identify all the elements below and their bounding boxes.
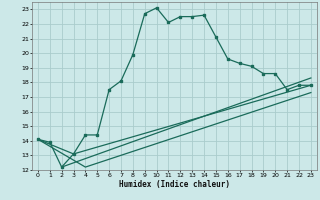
X-axis label: Humidex (Indice chaleur): Humidex (Indice chaleur) xyxy=(119,180,230,189)
